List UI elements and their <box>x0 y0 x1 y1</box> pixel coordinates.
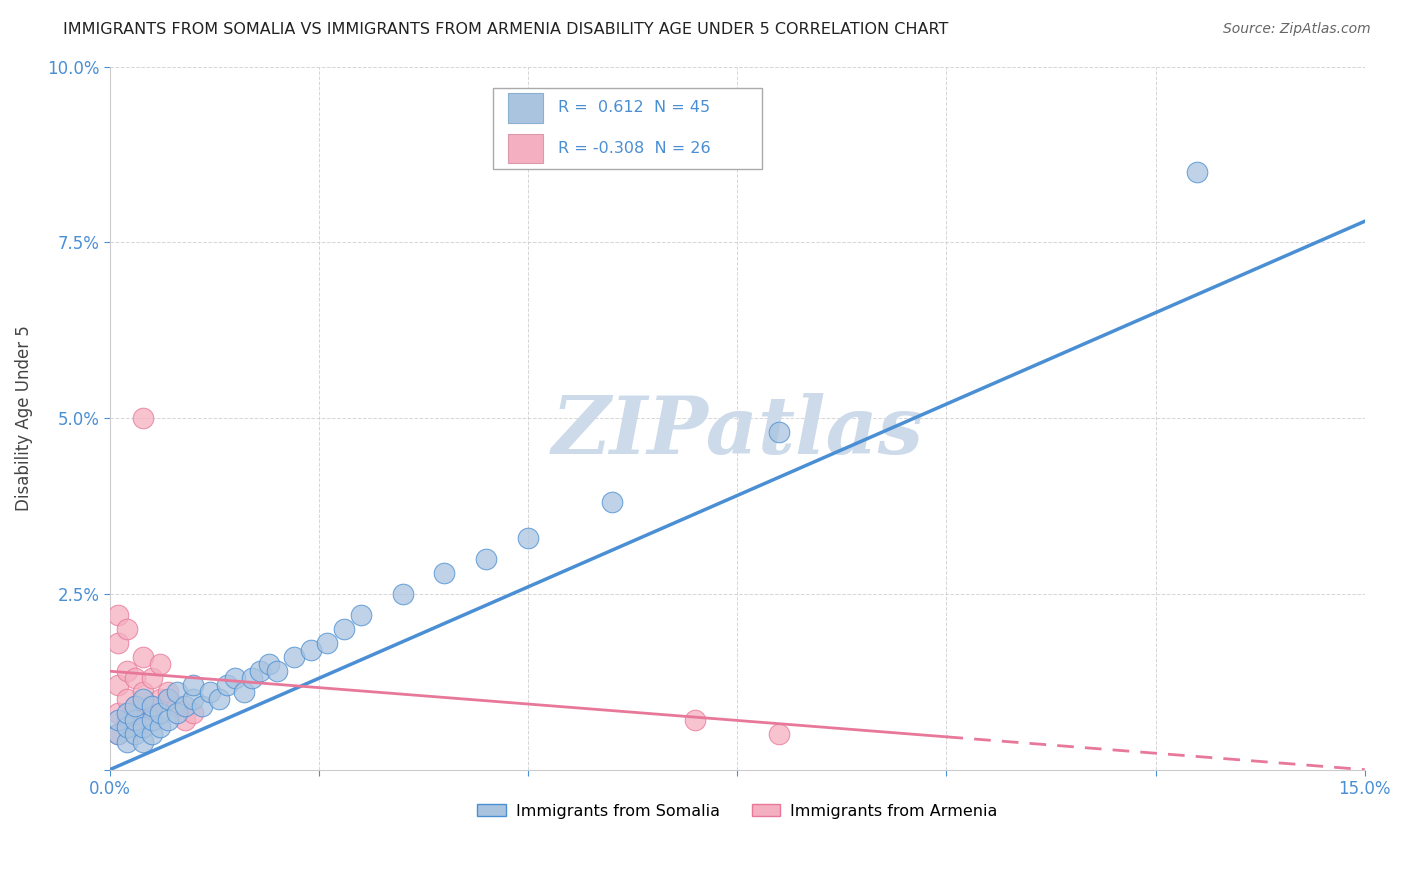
Point <box>157 714 180 728</box>
Point <box>433 566 456 580</box>
Point <box>391 587 413 601</box>
Point <box>107 706 129 721</box>
Point <box>1187 165 1209 179</box>
Point <box>174 699 197 714</box>
Point <box>475 551 498 566</box>
Point <box>149 692 172 706</box>
Point <box>350 607 373 622</box>
Point <box>124 671 146 685</box>
Point <box>166 685 188 699</box>
Point <box>232 685 254 699</box>
Point <box>132 721 155 735</box>
Point <box>115 622 138 636</box>
Text: R =  0.612  N = 45: R = 0.612 N = 45 <box>558 101 710 115</box>
Point <box>124 714 146 728</box>
FancyBboxPatch shape <box>508 93 543 123</box>
Legend: Immigrants from Somalia, Immigrants from Armenia: Immigrants from Somalia, Immigrants from… <box>471 797 1004 825</box>
Point <box>107 727 129 741</box>
Point <box>200 685 222 699</box>
FancyBboxPatch shape <box>492 87 762 169</box>
Text: IMMIGRANTS FROM SOMALIA VS IMMIGRANTS FROM ARMENIA DISABILITY AGE UNDER 5 CORREL: IMMIGRANTS FROM SOMALIA VS IMMIGRANTS FR… <box>63 22 949 37</box>
Point <box>132 411 155 425</box>
Point <box>132 650 155 665</box>
Y-axis label: Disability Age Under 5: Disability Age Under 5 <box>15 326 32 511</box>
Point <box>115 664 138 678</box>
Point <box>600 495 623 509</box>
Point <box>149 721 172 735</box>
Point <box>141 727 163 741</box>
Point <box>132 685 155 699</box>
Point <box>132 706 155 721</box>
Point <box>132 692 155 706</box>
Text: ZIPatlas: ZIPatlas <box>551 393 924 471</box>
Point <box>157 692 180 706</box>
Point <box>141 671 163 685</box>
Point <box>124 699 146 714</box>
Point <box>768 727 790 741</box>
Point <box>141 714 163 728</box>
Point <box>191 699 214 714</box>
Point <box>124 727 146 741</box>
Point <box>183 678 205 692</box>
Point <box>132 734 155 748</box>
Point <box>183 692 205 706</box>
Point <box>257 657 280 672</box>
Point <box>768 425 790 440</box>
Point <box>249 664 271 678</box>
Point <box>115 692 138 706</box>
Point <box>115 734 138 748</box>
FancyBboxPatch shape <box>508 134 543 163</box>
Point <box>107 714 129 728</box>
Point <box>141 699 163 714</box>
Point <box>115 706 138 721</box>
Point <box>685 714 707 728</box>
Point <box>240 671 263 685</box>
Point <box>115 721 138 735</box>
Point <box>166 699 188 714</box>
Point <box>166 706 188 721</box>
Point <box>517 531 540 545</box>
Point <box>107 636 129 650</box>
Point <box>107 678 129 692</box>
Point <box>224 671 246 685</box>
Point <box>174 714 197 728</box>
Point <box>149 706 172 721</box>
Text: R = -0.308  N = 26: R = -0.308 N = 26 <box>558 141 710 156</box>
Text: Source: ZipAtlas.com: Source: ZipAtlas.com <box>1223 22 1371 37</box>
Point <box>207 692 229 706</box>
Point <box>107 607 129 622</box>
Point <box>215 678 238 692</box>
Point <box>266 664 288 678</box>
Point <box>124 699 146 714</box>
Point <box>316 636 339 650</box>
Point <box>141 699 163 714</box>
Point <box>333 622 356 636</box>
Point <box>115 714 138 728</box>
Point <box>149 657 172 672</box>
Point <box>107 727 129 741</box>
Point <box>157 685 180 699</box>
Point <box>299 643 322 657</box>
Point <box>183 706 205 721</box>
Point <box>283 650 305 665</box>
Point <box>124 721 146 735</box>
